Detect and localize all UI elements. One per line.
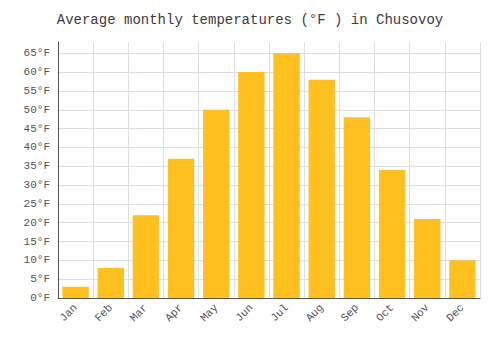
svg-text:45°F: 45°F	[24, 123, 50, 135]
svg-text:Mar: Mar	[128, 302, 150, 324]
svg-text:Jun: Jun	[233, 302, 255, 324]
svg-text:60°F: 60°F	[24, 66, 50, 78]
svg-text:Dec: Dec	[444, 302, 466, 324]
svg-text:10°F: 10°F	[24, 254, 50, 266]
svg-text:55°F: 55°F	[24, 85, 50, 97]
svg-text:Nov: Nov	[409, 301, 432, 324]
svg-text:May: May	[198, 301, 221, 324]
svg-text:20°F: 20°F	[24, 217, 50, 229]
svg-text:Aug: Aug	[304, 302, 326, 324]
svg-text:Oct: Oct	[374, 302, 396, 324]
svg-text:15°F: 15°F	[24, 236, 50, 248]
svg-text:35°F: 35°F	[24, 160, 50, 172]
svg-text:Apr: Apr	[163, 302, 185, 324]
svg-text:Sep: Sep	[339, 302, 361, 324]
svg-text:Feb: Feb	[93, 302, 115, 324]
svg-text:0°F: 0°F	[30, 292, 50, 304]
svg-text:30°F: 30°F	[24, 179, 50, 191]
svg-text:Jul: Jul	[268, 302, 290, 324]
svg-text:25°F: 25°F	[24, 198, 50, 210]
svg-text:Jan: Jan	[57, 302, 79, 324]
svg-text:Average monthly temperatures (: Average monthly temperatures (°F ) in Ch…	[57, 12, 443, 28]
svg-text:65°F: 65°F	[24, 47, 50, 59]
svg-text:5°F: 5°F	[30, 273, 50, 285]
svg-text:50°F: 50°F	[24, 104, 50, 116]
svg-text:40°F: 40°F	[24, 141, 50, 153]
